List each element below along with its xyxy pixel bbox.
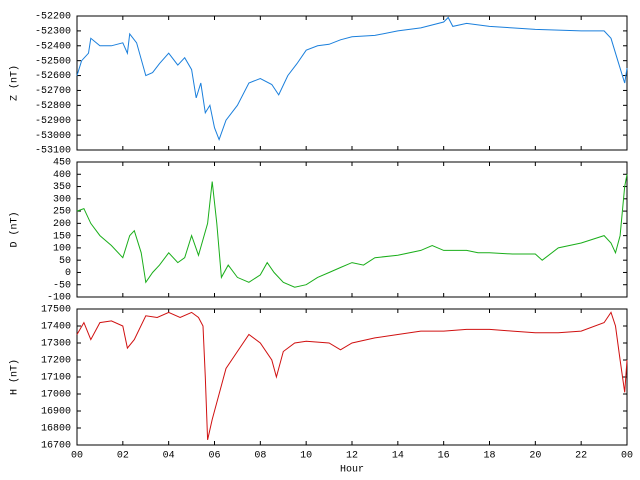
data-line [76,311,628,441]
plot-frame [76,161,628,298]
y-tick-label: 17400 [41,322,71,333]
x-tick-label: 04 [163,451,175,462]
y-tick-label: 16900 [41,407,71,418]
x-axis-label: Hour [340,465,364,476]
y-tick-label: 17200 [41,356,71,367]
y-tick-label: 300 [53,194,71,205]
y-tick-label: -50 [53,280,71,291]
y-tick-label: -53100 [35,146,71,157]
x-tick-label: 18 [483,451,495,462]
x-tick-label: 12 [346,451,358,462]
plot-frame [76,308,628,446]
x-tick-label: 10 [300,451,312,462]
y-tick-label: -52600 [35,71,71,82]
y-tick-label: -52200 [35,12,71,23]
x-tick-label: 22 [575,451,587,462]
data-line [76,16,628,142]
y-tick-label: 17500 [41,305,71,316]
y-tick-label: 50 [59,256,71,267]
x-tick-label: 00 [71,451,83,462]
y-tick-label: -52800 [35,101,71,112]
x-tick-label: 14 [392,451,404,462]
x-tick-label: 20 [529,451,541,462]
x-tick-label: 08 [254,451,266,462]
x-tick-label: 16 [438,451,450,462]
y-tick-label: 17100 [41,373,71,384]
y-tick-label: 0 [65,268,71,279]
y-axis-label: Z (nT) [9,65,21,101]
y-tick-label: -53000 [35,131,71,142]
x-tick-label: 02 [117,451,129,462]
y-tick-label: 16800 [41,424,71,435]
y-tick-label: 450 [53,158,71,169]
y-tick-label: -52400 [35,41,71,52]
plot-frame [76,15,628,151]
y-tick-label: 250 [53,207,71,218]
y-tick-label: 350 [53,182,71,193]
y-tick-label: -52700 [35,86,71,97]
y-tick-label: -100 [47,293,71,304]
y-tick-label: 16700 [41,441,71,452]
x-tick-label: 06 [208,451,220,462]
y-tick-label: 200 [53,219,71,230]
y-tick-label: -52300 [35,27,71,38]
y-tick-label: -52500 [35,56,71,67]
y-axis-label: H (nT) [9,359,21,395]
y-tick-label: 17000 [41,390,71,401]
y-tick-label: 100 [53,244,71,255]
y-tick-label: -52900 [35,116,71,127]
data-line [76,174,628,288]
y-tick-label: 400 [53,170,71,181]
x-tick-label: 00 [621,451,633,462]
y-tick-label: 17300 [41,339,71,350]
y-tick-label: 150 [53,231,71,242]
y-axis-label: D (nT) [9,211,21,247]
